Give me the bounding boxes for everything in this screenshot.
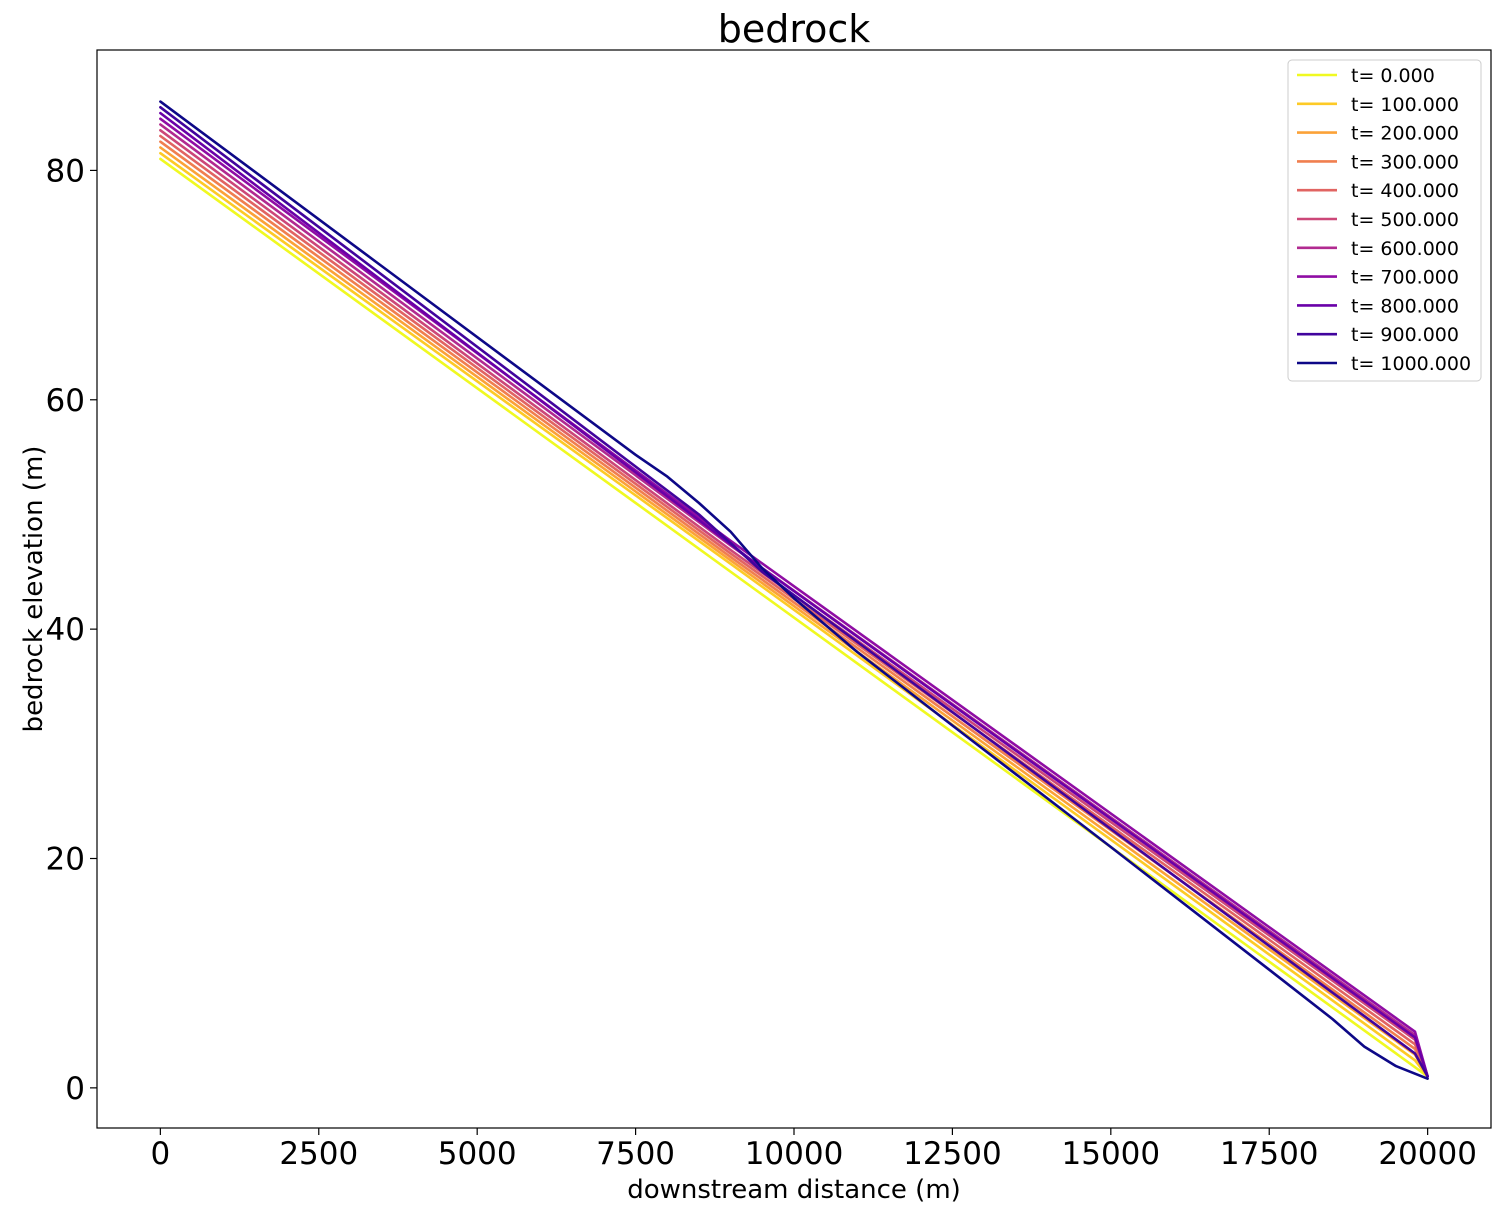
series-layer	[159, 100, 1429, 1080]
y-tick-label: 80	[46, 153, 85, 189]
legend-label: t= 500.000	[1351, 209, 1459, 231]
series-line-9	[159, 106, 1429, 1078]
legend-label: t= 600.000	[1351, 238, 1459, 260]
legend-frame	[1287, 59, 1482, 382]
legend-label: t= 100.000	[1351, 94, 1459, 116]
x-tick-label: 12500	[903, 1136, 1002, 1172]
legend-label: t= 400.000	[1351, 180, 1459, 202]
legend-label: t= 800.000	[1351, 295, 1459, 317]
plot-area	[97, 50, 1491, 1128]
legend-label: t= 900.000	[1351, 324, 1459, 346]
x-axis-label: downstream distance (m)	[627, 1175, 961, 1205]
legend: t= 0.000 t= 100.000 t= 200.000 t= 300.000 t=…	[1287, 59, 1482, 382]
legend-label: t= 700.000	[1351, 267, 1459, 289]
x-tick-label: 17500	[1220, 1136, 1319, 1172]
legend-label: t= 0.000	[1351, 65, 1435, 87]
x-tick-label: 5000	[438, 1136, 517, 1172]
x-tick-label: 10000	[745, 1136, 844, 1172]
x-tick-label: 15000	[1062, 1136, 1161, 1172]
y-tick-label: 0	[65, 1071, 85, 1107]
legend-label: t= 300.000	[1351, 151, 1459, 173]
chart-title: bedrock	[718, 7, 871, 51]
series-line-10	[159, 100, 1429, 1080]
x-tick-label: 7500	[596, 1136, 675, 1172]
x-tick-label: 20000	[1378, 1136, 1477, 1172]
x-axis-ticks: 0 2500 5000 7500 10000 12500 15000 17500 20000	[150, 1128, 1477, 1172]
x-tick-label: 2500	[279, 1136, 358, 1172]
legend-label: t= 1000.000	[1351, 353, 1471, 375]
series-line-0	[159, 157, 1429, 1078]
x-tick-label: 0	[150, 1136, 170, 1172]
y-tick-label: 60	[46, 383, 85, 419]
legend-label: t= 200.000	[1351, 123, 1459, 145]
y-axis-ticks: 0 20 40 60 80	[46, 153, 97, 1107]
y-tick-label: 40	[46, 612, 85, 648]
y-tick-label: 20	[46, 842, 85, 878]
series-line-1	[159, 151, 1429, 1078]
y-axis-label: bedrock elevation (m)	[19, 446, 49, 733]
